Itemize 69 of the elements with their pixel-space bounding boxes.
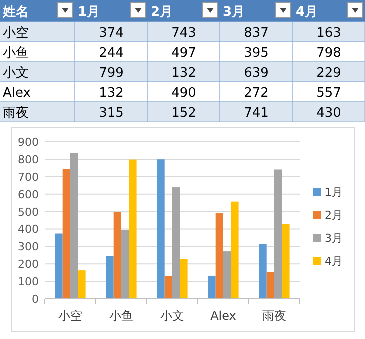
bar [266, 272, 274, 299]
y-tick-label: 小鱼 [3, 46, 29, 61]
data-label: 229 [316, 66, 342, 81]
data-label: 374 [99, 26, 124, 41]
data-label: 430 [316, 106, 342, 121]
bar [62, 169, 70, 299]
x-tick-label: 4月 [296, 5, 318, 20]
bar [114, 212, 122, 299]
y-tick-label: 200 [18, 258, 39, 272]
data-label: 497 [172, 46, 196, 61]
data-label: 490 [172, 86, 196, 101]
y-tick-label: 800 [18, 153, 39, 166]
bar [129, 160, 137, 299]
data-label: 799 [99, 66, 124, 81]
data-label: 315 [99, 106, 124, 121]
data-label: 395 [244, 46, 269, 61]
x-tick-label: 3月 [223, 5, 246, 20]
x-tick-label: Alex [210, 309, 236, 323]
x-tick-label: 小空 [58, 309, 82, 323]
y-tick-label: 小文 [3, 66, 29, 81]
y-tick-label: 小空 [3, 26, 29, 41]
data-label: 798 [316, 46, 342, 61]
bar [259, 244, 267, 299]
bar [180, 259, 188, 299]
bar [208, 276, 216, 299]
data-label: 132 [99, 86, 124, 101]
data-label: 132 [172, 66, 196, 81]
y-tick-label: 700 [18, 170, 39, 184]
y-tick-label: Alex [3, 86, 32, 101]
y-tick-label: 500 [18, 206, 39, 219]
y-axis-title: 姓名 [2, 5, 29, 20]
y-tick-label: 900 [18, 136, 39, 149]
bar [55, 234, 63, 299]
y-tick-label: 300 [18, 240, 39, 254]
bar [172, 188, 180, 299]
x-tick-label: 小鱼 [110, 309, 134, 323]
bar [231, 202, 239, 299]
legend-label: 3月 [325, 232, 343, 245]
data-label: 837 [244, 26, 269, 41]
y-tick-label: 400 [18, 223, 39, 236]
bar [282, 224, 290, 299]
x-tick-label: 1月 [78, 5, 100, 20]
bar [122, 230, 130, 299]
data-label: 244 [99, 46, 124, 61]
data-label: 152 [172, 106, 196, 121]
legend-label: 2月 [325, 209, 343, 222]
bar [274, 170, 282, 299]
y-tick-label: 雨夜 [3, 105, 29, 121]
bar [78, 270, 86, 299]
bar [106, 256, 114, 299]
x-tick-label: 小文 [160, 309, 184, 323]
data-label: 163 [316, 26, 342, 41]
bar [157, 160, 165, 299]
y-tick-label: 100 [18, 276, 39, 289]
bar [164, 276, 172, 299]
legend-label: 1月 [325, 186, 343, 199]
y-tick-label: 600 [18, 188, 39, 202]
data-label: 272 [244, 86, 269, 101]
bar [224, 252, 232, 299]
y-tick-label: 0 [32, 293, 39, 306]
bar [216, 214, 224, 299]
bar [70, 152, 78, 299]
x-tick-label: 雨夜 [262, 309, 286, 323]
data-label: 741 [244, 106, 269, 121]
data-label: 557 [316, 86, 342, 101]
data-label: 743 [172, 26, 196, 41]
x-tick-label: 2月 [151, 5, 174, 20]
data-label: 639 [244, 66, 269, 81]
legend-label: 4月 [325, 255, 343, 268]
